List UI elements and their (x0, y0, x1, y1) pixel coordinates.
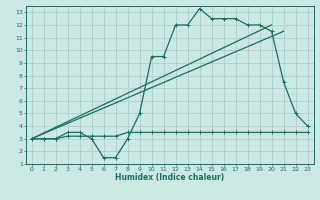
X-axis label: Humidex (Indice chaleur): Humidex (Indice chaleur) (115, 173, 224, 182)
